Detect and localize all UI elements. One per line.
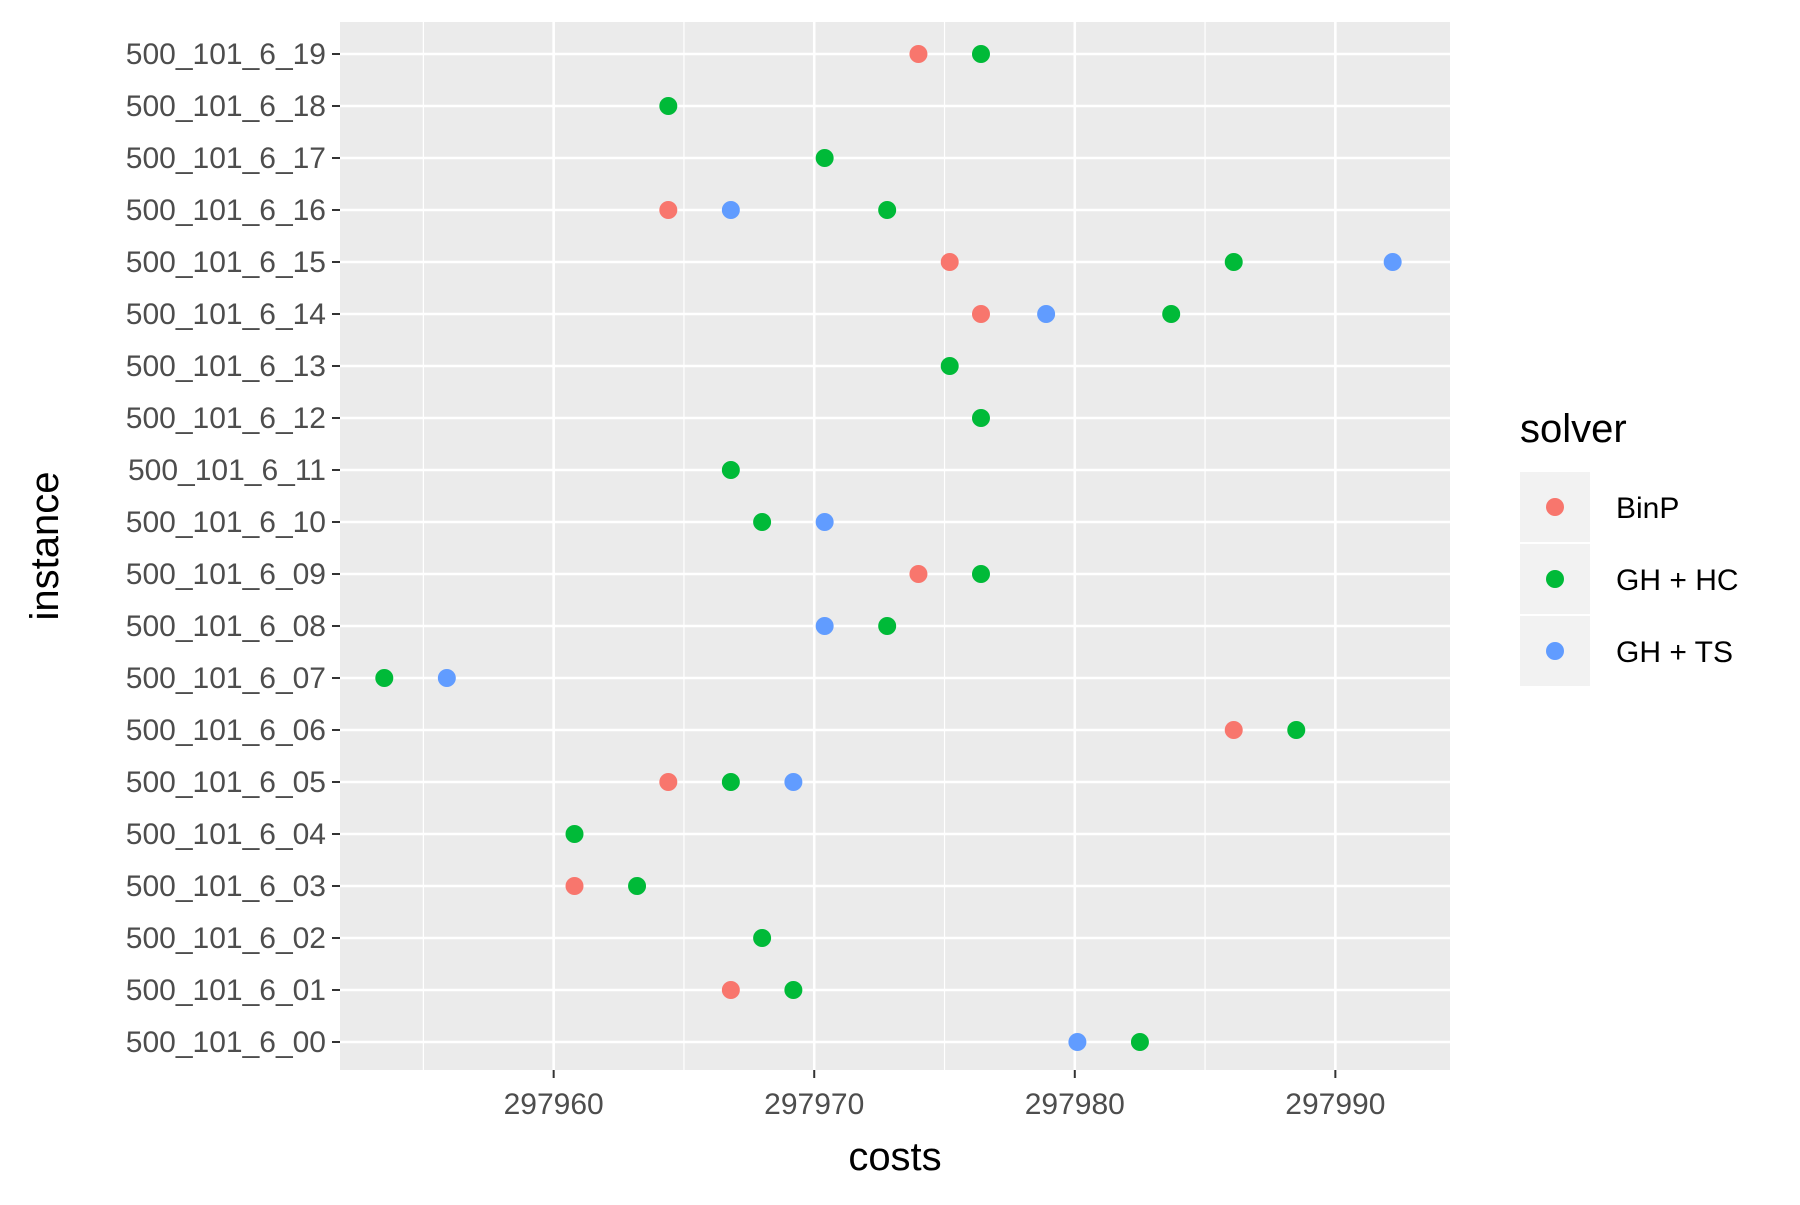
y-tick-label: 500_101_6_08 [126, 610, 326, 643]
y-tick-label: 500_101_6_03 [126, 870, 326, 903]
data-point-binp [659, 773, 678, 791]
y-tick-label: 500_101_6_02 [126, 922, 326, 955]
data-point-gh-ts [1383, 253, 1402, 271]
data-point-gh-hc [565, 825, 584, 843]
data-point-gh-hc [1130, 1033, 1149, 1051]
x-tick-label: 297980 [1025, 1088, 1125, 1121]
y-tick-label: 500_101_6_17 [126, 142, 326, 175]
y-tick-label: 500_101_6_01 [126, 974, 326, 1007]
data-point-gh-hc [753, 513, 772, 531]
data-point-gh-ts [815, 617, 834, 635]
y-tick-label: 500_101_6_11 [128, 454, 326, 487]
data-point-gh-ts [815, 513, 834, 531]
x-tick-label: 297990 [1285, 1088, 1385, 1121]
data-point-gh-ts [784, 773, 803, 791]
data-point-binp [909, 565, 928, 583]
data-point-binp [971, 305, 990, 323]
data-point-gh-ts [1037, 305, 1056, 323]
data-point-gh-hc [721, 773, 740, 791]
x-axis-title: costs [848, 1135, 941, 1179]
y-tick-label: 500_101_6_18 [126, 90, 326, 123]
data-point-binp [940, 253, 959, 271]
data-point-gh-hc [971, 565, 990, 583]
y-tick-label: 500_101_6_00 [126, 1026, 326, 1059]
legend-marker-gh-ts [1546, 642, 1564, 660]
data-point-binp [721, 981, 740, 999]
data-points [375, 45, 1402, 1051]
y-tick-label: 500_101_6_04 [126, 818, 326, 851]
y-tick-label: 500_101_6_06 [126, 714, 326, 747]
x-axis: 297960 297970 297980 297990 [504, 1070, 1385, 1121]
y-tick-label: 500_101_6_19 [126, 38, 326, 71]
legend-title: solver [1520, 407, 1627, 451]
legend-marker-binp [1546, 498, 1564, 516]
y-tick-label: 500_101_6_16 [126, 194, 326, 227]
data-point-gh-hc [721, 461, 740, 479]
plot-panel [340, 22, 1450, 1070]
legend-label-binp: BinP [1616, 492, 1679, 525]
y-tick-label: 500_101_6_12 [126, 402, 326, 435]
legend-label-gh-ts: GH + TS [1616, 636, 1733, 669]
data-point-binp [659, 201, 678, 219]
y-tick-label: 500_101_6_07 [126, 662, 326, 695]
data-point-gh-hc [1224, 253, 1243, 271]
y-tick-label: 500_101_6_10 [126, 506, 326, 539]
y-axis: 500_101_6_00 500_101_6_01 500_101_6_02 500_… [126, 38, 340, 1059]
data-point-gh-hc [375, 669, 394, 687]
data-point-binp [909, 45, 928, 63]
data-point-gh-hc [753, 929, 772, 947]
x-tick-label: 297970 [764, 1088, 864, 1121]
data-point-gh-hc [878, 617, 897, 635]
data-point-gh-hc [878, 201, 897, 219]
data-point-gh-hc [659, 97, 678, 115]
data-point-gh-hc [815, 149, 834, 167]
data-point-gh-ts [721, 201, 740, 219]
data-point-gh-hc [784, 981, 803, 999]
data-point-gh-hc [1162, 305, 1181, 323]
y-tick-label: 500_101_6_15 [126, 246, 326, 279]
y-tick-label: 500_101_6_13 [126, 350, 326, 383]
data-point-gh-hc [1287, 721, 1306, 739]
data-point-gh-ts [1068, 1033, 1087, 1051]
y-tick-label: 500_101_6_09 [126, 558, 326, 591]
data-point-gh-hc [971, 45, 990, 63]
data-point-binp [565, 877, 584, 895]
y-tick-label: 500_101_6_14 [126, 298, 326, 331]
data-point-binp [1224, 721, 1243, 739]
data-point-gh-hc [628, 877, 647, 895]
y-axis-title: instance [23, 472, 67, 621]
major-gridlines [340, 22, 1450, 1070]
minor-gridlines [422, 22, 1206, 1070]
legend: solver BinP GH + HC GH + TS [1520, 407, 1739, 686]
x-tick-label: 297960 [504, 1088, 604, 1121]
legend-marker-gh-hc [1546, 570, 1564, 588]
data-point-gh-hc [940, 357, 959, 375]
data-point-gh-ts [437, 669, 456, 687]
y-tick-label: 500_101_6_05 [126, 766, 326, 799]
legend-label-gh-hc: GH + HC [1616, 564, 1739, 597]
data-point-gh-hc [971, 409, 990, 427]
